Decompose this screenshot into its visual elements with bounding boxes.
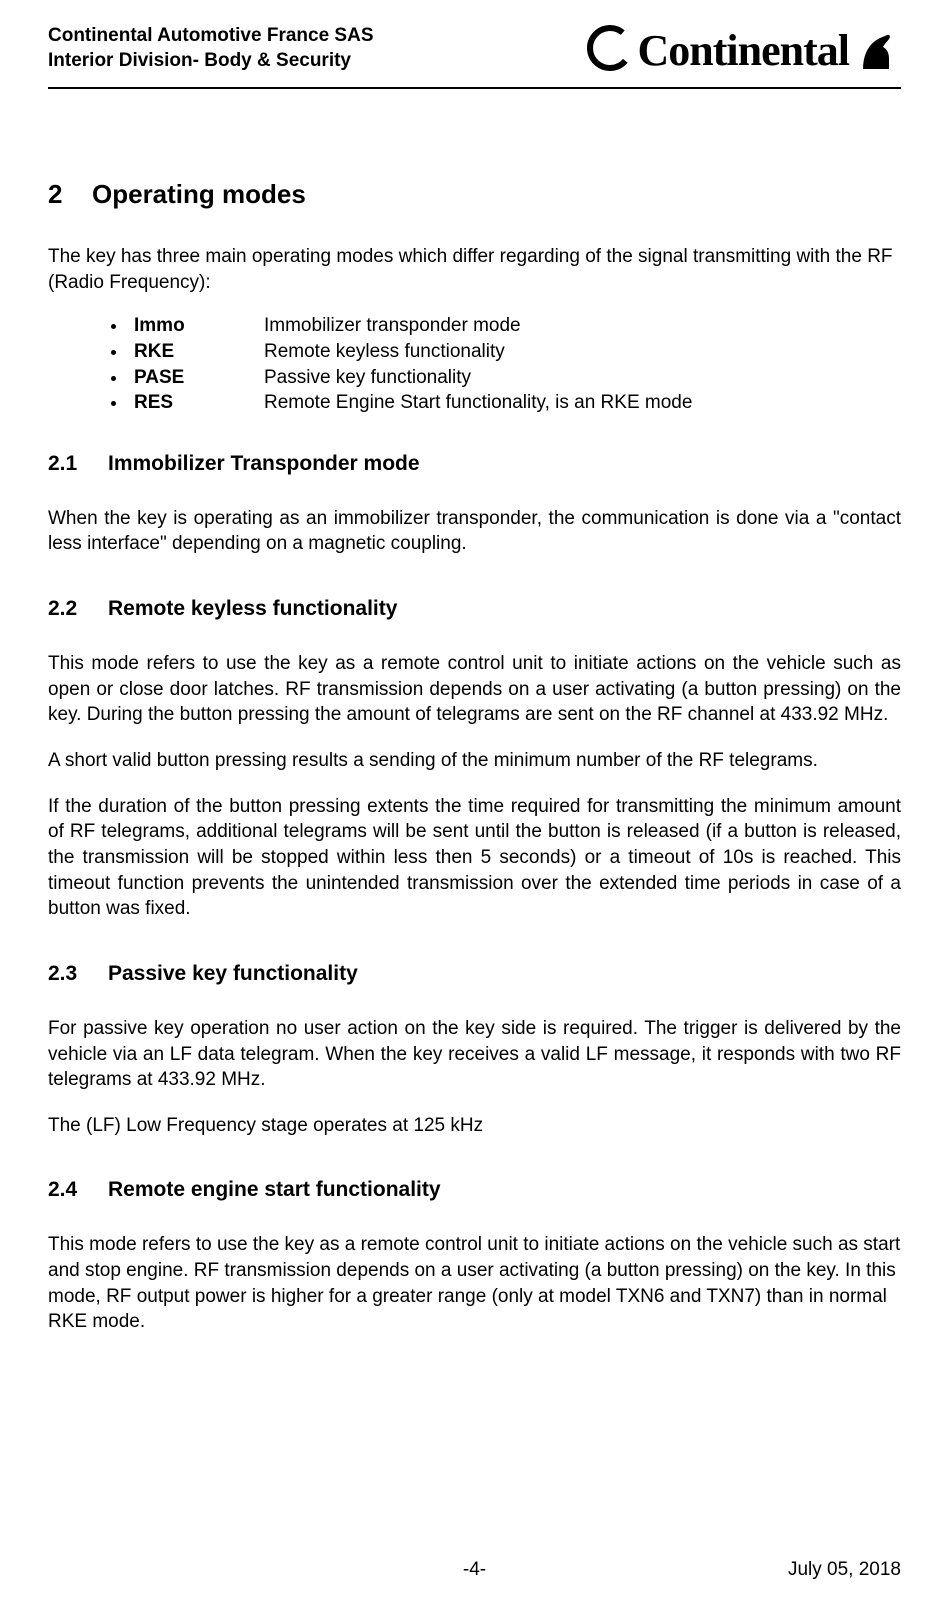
subsection-2-3: 2.3Passive key functionality For passive… [48, 962, 901, 1139]
list-item: PASEPassive key functionality [128, 365, 901, 391]
section-number: 2 [48, 179, 92, 210]
subsection-title: Immobilizer Transponder mode [108, 452, 420, 475]
body-paragraph: For passive key operation no user action… [48, 1016, 901, 1093]
logo-c-icon [586, 24, 634, 77]
page-number: -4- [48, 1559, 901, 1581]
body-paragraph: A short valid button pressing results a … [48, 748, 901, 774]
body-paragraph: The (LF) Low Frequency stage operates at… [48, 1113, 901, 1139]
subsection-heading: 2.4Remote engine start functionality [48, 1178, 901, 1202]
mode-term: RES [134, 390, 264, 416]
list-item: RESRemote Engine Start functionality, is… [128, 390, 901, 416]
subsection-title: Remote keyless functionality [108, 597, 397, 620]
list-item: RKERemote keyless functionality [128, 339, 901, 365]
company-line-1: Continental Automotive France SAS [48, 24, 374, 49]
subsection-2-2: 2.2Remote keyless functionality This mod… [48, 597, 901, 922]
modes-list: ImmoImmobilizer transponder mode RKERemo… [48, 313, 901, 416]
subsection-number: 2.3 [48, 962, 108, 986]
horse-icon [853, 27, 901, 75]
subsection-number: 2.1 [48, 452, 108, 476]
subsection-heading: 2.2Remote keyless functionality [48, 597, 901, 621]
subsection-heading: 2.1Immobilizer Transponder mode [48, 452, 901, 476]
body-paragraph: This mode refers to use the key as a rem… [48, 651, 901, 728]
mode-desc: Immobilizer transponder mode [264, 315, 521, 336]
body-paragraph: If the duration of the button pressing e… [48, 794, 901, 922]
company-line-2: Interior Division- Body & Security [48, 49, 374, 74]
page-header: Continental Automotive France SAS Interi… [48, 24, 901, 77]
mode-term: RKE [134, 339, 264, 365]
subsection-title: Remote engine start functionality [108, 1178, 441, 1201]
body-paragraph: This mode refers to use the key as a rem… [48, 1232, 901, 1335]
subsection-2-1: 2.1Immobilizer Transponder mode When the… [48, 452, 901, 557]
section-title: Operating modes [92, 179, 306, 209]
logo-text: Continental [638, 25, 849, 76]
section-heading: 2Operating modes [48, 179, 901, 210]
subsection-title: Passive key functionality [108, 962, 358, 985]
mode-desc: Passive key functionality [264, 367, 471, 388]
mode-desc: Remote Engine Start functionality, is an… [264, 392, 692, 413]
header-company: Continental Automotive France SAS Interi… [48, 24, 374, 73]
logo: Continental [586, 24, 901, 77]
subsection-number: 2.4 [48, 1178, 108, 1202]
page-content: 2Operating modes The key has three main … [48, 89, 901, 1335]
mode-term: PASE [134, 365, 264, 391]
mode-term: Immo [134, 313, 264, 339]
page-footer: -4- July 05, 2018 [48, 1559, 901, 1581]
subsection-heading: 2.3Passive key functionality [48, 962, 901, 986]
mode-desc: Remote keyless functionality [264, 341, 505, 362]
subsection-number: 2.2 [48, 597, 108, 621]
section-intro: The key has three main operating modes w… [48, 244, 901, 295]
list-item: ImmoImmobilizer transponder mode [128, 313, 901, 339]
body-paragraph: When the key is operating as an immobili… [48, 506, 901, 557]
subsection-2-4: 2.4Remote engine start functionality Thi… [48, 1178, 901, 1335]
